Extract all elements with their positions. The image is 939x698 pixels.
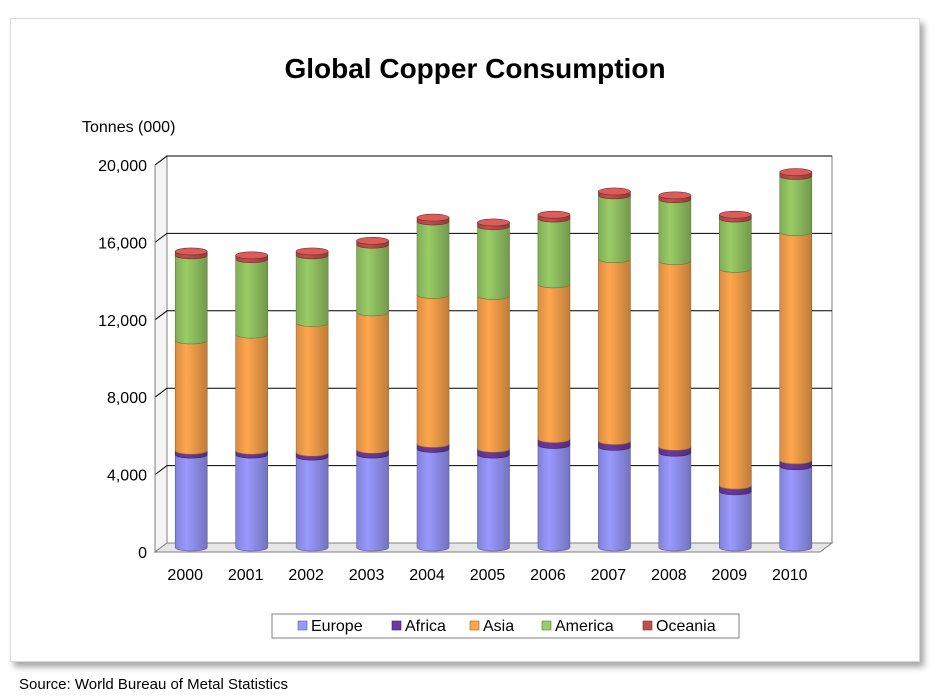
bar-asia-2000 (174, 340, 208, 455)
x-tick-label: 2003 (349, 567, 385, 584)
axes: 0 4,000 8,000 12,000 16,000 20,000 2000 2001 200… (98, 158, 820, 584)
bar-top-cap-2010 (779, 168, 813, 176)
bars (174, 168, 813, 552)
bar-top-cap-2009 (719, 210, 752, 219)
bar-america-2010 (779, 175, 813, 236)
x-tick-label: 2000 (167, 567, 203, 584)
source-note: Source: World Bureau of Metal Statistics (19, 676, 289, 693)
plot-side-wall (154, 155, 168, 553)
x-tick-label: 2010 (772, 567, 808, 584)
bar-europe-2008 (658, 452, 692, 552)
bar-stack-2009 (719, 210, 752, 552)
bar-asia-2003 (356, 312, 389, 454)
bar-europe-2004 (416, 448, 450, 552)
bar-asia-2010 (779, 231, 813, 465)
bar-top-cap-2001 (235, 251, 268, 260)
legend-label-america: America (555, 618, 614, 635)
legend-box (271, 613, 740, 639)
y-tick-label: 0 (138, 545, 147, 562)
bar-europe-2010 (779, 465, 813, 552)
bar-europe-2006 (537, 444, 571, 552)
x-tick-label: 2006 (530, 567, 566, 584)
bar-asia-2006 (537, 284, 571, 443)
bar-stack-2008 (658, 191, 692, 552)
bar-stack-2000 (174, 247, 208, 552)
legend-label-europe: Europe (311, 618, 363, 635)
bar-stack-2005 (477, 218, 510, 552)
bar-america-2008 (658, 198, 692, 265)
bar-top-cap-2000 (174, 247, 208, 256)
bar-stack-2001 (235, 251, 268, 552)
bar-europe-2009 (719, 491, 752, 552)
bar-stack-2010 (779, 168, 813, 552)
bar-stack-2002 (295, 247, 329, 552)
x-tick-label: 2005 (470, 567, 506, 584)
bar-stack-2007 (598, 187, 631, 552)
bar-top-cap-2006 (537, 210, 571, 219)
bar-europe-2003 (356, 454, 389, 552)
legend-label-asia: Asia (483, 618, 514, 635)
bar-top-cap-2008 (658, 191, 692, 200)
bar-top-cap-2002 (295, 247, 329, 256)
gridline (154, 155, 832, 166)
y-tick-label: 16,000 (98, 235, 147, 252)
legend-swatch-oceania (642, 620, 653, 631)
bar-asia-2001 (235, 334, 268, 455)
y-tick-label: 4,000 (107, 468, 147, 485)
bar-europe-2005 (477, 454, 510, 552)
bar-america-2006 (537, 218, 571, 289)
y-tick-label: 20,000 (98, 158, 147, 175)
bar-asia-2007 (598, 258, 631, 445)
x-tick-label: 2008 (651, 567, 687, 584)
bar-asia-2004 (416, 294, 450, 448)
bar-top-cap-2005 (477, 218, 510, 227)
bar-asia-2008 (658, 260, 692, 451)
bar-europe-2002 (295, 456, 329, 552)
legend-swatch-asia (469, 620, 480, 631)
bar-stack-2004 (416, 213, 450, 552)
bar-europe-2007 (598, 446, 631, 552)
legend-label-africa: Africa (405, 618, 446, 635)
x-tick-label: 2004 (409, 567, 445, 584)
x-tick-label: 2007 (591, 567, 627, 584)
y-tick-label: 12,000 (98, 313, 147, 330)
x-tick-label: 2001 (228, 567, 264, 584)
bar-asia-2005 (477, 295, 510, 453)
bar-stack-2006 (537, 210, 571, 552)
bar-europe-2001 (235, 454, 268, 552)
bar-asia-2009 (719, 268, 752, 490)
x-tick-label: 2009 (712, 567, 748, 584)
bar-america-2000 (174, 255, 208, 345)
bar-europe-2000 (174, 454, 208, 552)
bar-asia-2002 (295, 322, 329, 457)
x-tick-label: 2002 (288, 567, 324, 584)
bar-america-2005 (477, 225, 510, 300)
bar-america-2009 (719, 218, 752, 273)
y-axis-label: Tonnes (000) (82, 119, 175, 136)
legend-label-oceania: Oceania (656, 618, 716, 635)
bar-top-cap-2007 (598, 187, 631, 196)
legend-swatch-america (541, 620, 552, 631)
bar-stack-2003 (356, 237, 389, 552)
bar-top-cap-2003 (356, 237, 389, 245)
bar-america-2001 (235, 258, 268, 339)
bar-america-2004 (416, 221, 450, 299)
bar-top-cap-2004 (416, 213, 450, 222)
bar-america-2007 (598, 195, 631, 263)
legend-swatch-africa (391, 620, 402, 631)
legend-swatch-europe (297, 620, 308, 631)
chart-title: Global Copper Consumption (284, 53, 665, 84)
bar-america-2002 (295, 255, 329, 327)
y-tick-label: 8,000 (107, 390, 147, 407)
legend: Europe Africa Asia America Oceania (271, 613, 740, 639)
bar-america-2003 (356, 244, 389, 317)
